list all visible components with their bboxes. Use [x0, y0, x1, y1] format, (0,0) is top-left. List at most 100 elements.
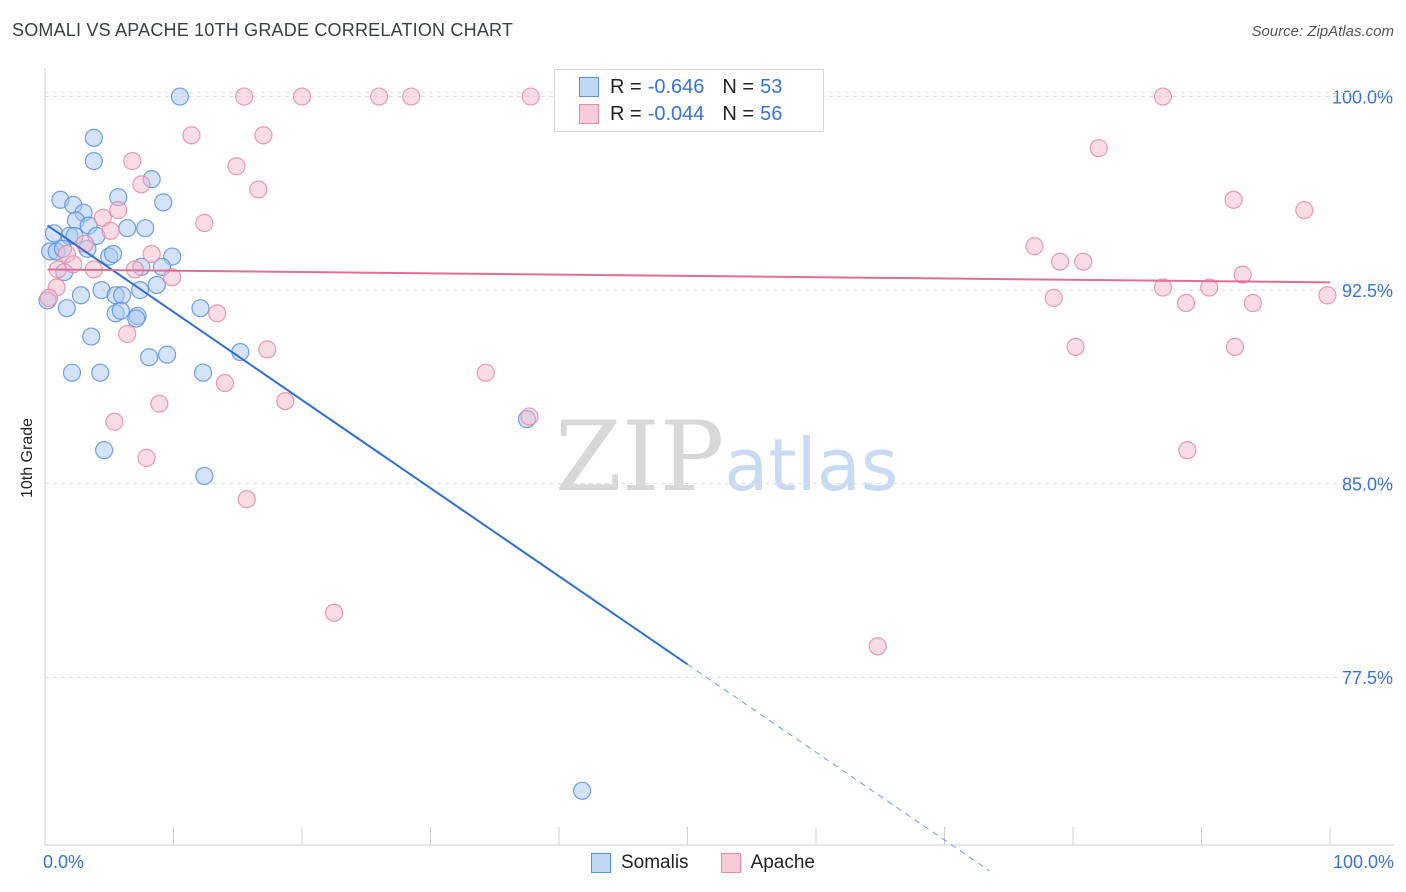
somalis-point — [191, 299, 210, 318]
somalis-point — [112, 286, 132, 305]
apache-point — [142, 244, 161, 264]
y-tick-label: 100.0% — [1332, 88, 1393, 108]
legend-label-apache: Apache — [750, 852, 816, 873]
somalis-point — [84, 151, 103, 171]
somalis-trend-extension — [687, 663, 990, 872]
legend: Somalis Apache — [0, 852, 1406, 874]
somalis-point — [111, 301, 130, 320]
y-tick-label: 92.5% — [1342, 281, 1393, 301]
apache-point — [1318, 286, 1337, 305]
somalis-point — [157, 345, 177, 364]
apache-point — [276, 391, 295, 411]
apache-point — [521, 87, 540, 106]
chart-source: Source: ZipAtlas.com — [1251, 23, 1394, 40]
stats-row-somalis: R = -0.646 N = 53 — [579, 74, 782, 100]
somalis-point — [139, 348, 159, 367]
stat-r-label: R = — [610, 75, 642, 98]
stats-row-apache: R = -0.044 N = 56 — [579, 101, 782, 127]
apache-point — [1089, 139, 1108, 158]
apache-point — [1200, 278, 1219, 297]
somalis-point — [170, 87, 190, 106]
stat-r-value: -0.044 — [647, 102, 705, 125]
watermark: ZIPatlas — [555, 401, 898, 513]
apache-point — [258, 340, 277, 359]
stat-r-label: R = — [610, 102, 642, 125]
apache-point — [1224, 190, 1243, 209]
x-tick-label-max: 100.0% — [1332, 852, 1394, 872]
stats-legend-box: R = -0.646 N = 53 R = -0.044 N = 56 — [554, 69, 824, 132]
apache-point — [249, 180, 268, 199]
apache-point — [292, 87, 312, 106]
apache-point — [75, 234, 94, 253]
apache-point — [1051, 252, 1070, 271]
somalis-point — [154, 193, 173, 212]
apache-point — [123, 151, 142, 171]
apache-point — [227, 157, 246, 176]
x-tick-label-min: 0.0% — [43, 852, 85, 872]
somalis-point — [91, 363, 110, 382]
y-tick-label: 85.0% — [1342, 475, 1393, 495]
y-tick-label: 77.5% — [1342, 668, 1393, 688]
somalis-trend-line — [47, 224, 689, 666]
apache-point — [132, 175, 151, 194]
somalis-point — [193, 363, 213, 382]
apache-point — [1295, 201, 1314, 220]
stat-n-label: N = — [722, 102, 755, 125]
apache-point — [1153, 278, 1173, 297]
legend-item-apache: Apache — [720, 852, 816, 874]
somalis-point — [195, 466, 214, 486]
somalis-point — [147, 275, 166, 295]
apache-point — [1074, 252, 1093, 271]
apache-point — [1044, 288, 1063, 307]
apache-point — [1176, 293, 1196, 313]
legend-label-somalis: Somalis — [620, 852, 689, 873]
legend-swatch-apache — [720, 853, 741, 873]
somalis-point — [95, 441, 114, 460]
apache-point — [39, 288, 58, 307]
apache-point — [1066, 337, 1085, 356]
apache-point — [1233, 265, 1252, 284]
somalis-point — [71, 286, 91, 305]
apache-point — [101, 221, 120, 240]
chart-title: SOMALI VS APACHE 10TH GRADE CORRELATION … — [12, 20, 514, 40]
somalis-point — [84, 128, 103, 147]
apache-point — [195, 213, 214, 233]
apache-point — [1243, 293, 1263, 313]
somalis-point — [104, 244, 123, 264]
somalis-point — [127, 309, 146, 328]
apache-point — [137, 448, 156, 467]
apache-point — [235, 87, 254, 106]
apache-point — [182, 126, 201, 145]
somalis-point — [82, 327, 101, 346]
apache-point — [1025, 237, 1044, 256]
stat-n-value: 56 — [760, 102, 783, 125]
somalis-point — [62, 363, 82, 382]
apache-point — [370, 87, 389, 106]
stat-n-value: 53 — [760, 75, 783, 98]
apache-point — [520, 407, 539, 426]
apache-trend-line — [47, 268, 1331, 284]
legend-swatch-somalis — [590, 853, 611, 873]
apache-swatch — [579, 104, 599, 124]
somalis-swatch — [579, 77, 599, 97]
apache-point — [105, 412, 124, 431]
somalis-point — [57, 299, 76, 318]
apache-point — [109, 201, 128, 220]
apache-point — [402, 87, 421, 106]
apache-point — [476, 363, 495, 382]
apache-point — [215, 373, 234, 393]
stat-n-label: N = — [722, 75, 755, 98]
stat-r-value: -0.646 — [647, 75, 705, 98]
apache-point — [254, 126, 273, 145]
apache-point — [1225, 337, 1245, 356]
apache-point — [1178, 441, 1197, 460]
apache-point — [868, 637, 887, 656]
apache-point — [208, 304, 227, 323]
apache-point — [325, 603, 344, 622]
legend-item-somalis: Somalis — [590, 852, 689, 874]
apache-point — [237, 490, 256, 509]
somalis-point — [136, 219, 155, 238]
apache-point — [150, 394, 169, 413]
apache-point — [163, 268, 182, 287]
